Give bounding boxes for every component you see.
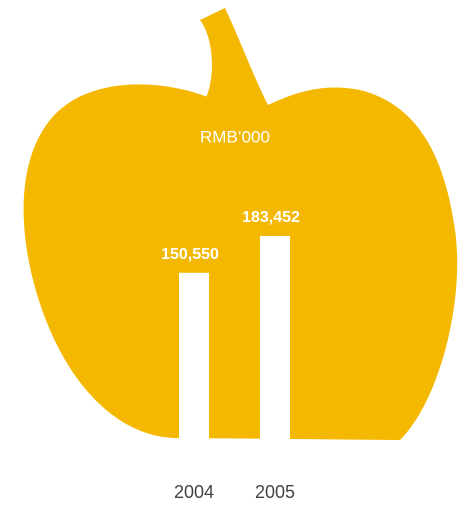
apple-shape: [23, 8, 458, 440]
value-label: 150,550: [161, 246, 219, 263]
x-tick-label: 2004: [174, 482, 214, 502]
bar: [179, 272, 209, 441]
value-label: 183,452: [242, 209, 300, 226]
bar: [260, 235, 290, 441]
x-tick-label: 2005: [255, 482, 295, 502]
unit-label: RMB’000: [200, 127, 270, 146]
